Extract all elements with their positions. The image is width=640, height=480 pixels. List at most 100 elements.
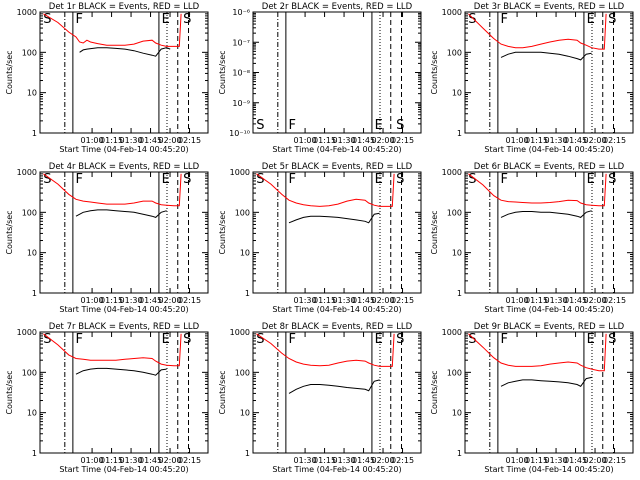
marker-label: F <box>289 332 296 347</box>
x-tick-label: 02:15 <box>178 456 201 465</box>
marker-label: F <box>76 332 83 347</box>
y-tick-label: 10 <box>452 89 462 98</box>
y-tick-label: 10 <box>452 249 462 258</box>
marker-label: E <box>375 118 383 133</box>
y-tick-label: 1000 <box>442 8 462 17</box>
x-tick-label: 01:00 <box>81 296 104 305</box>
y-tick-label: 100 <box>22 368 37 377</box>
x-tick-label: 01:00 <box>506 136 529 145</box>
chart-panel-1: Det 1r BLACK = Events, RED = LLD Counts/s… <box>5 2 209 154</box>
y-tick-label: 10 <box>27 409 37 418</box>
x-tick-label: 01:00 <box>294 136 317 145</box>
y-axis-label: Counts/sec <box>218 210 227 254</box>
marker-label: S <box>256 172 264 187</box>
x-tick-label: 02:00 <box>159 296 182 305</box>
y-tick-label: 10⁻⁶ <box>232 8 250 17</box>
x-axis-label: Start Time (04-Feb-14 00:45:20) <box>272 145 401 154</box>
x-tick-label: 01:00 <box>81 136 104 145</box>
plot-frame <box>464 11 634 134</box>
plot-frame <box>39 331 209 454</box>
marker-label: F <box>289 172 296 187</box>
x-tick-label: 01:30 <box>333 456 356 465</box>
x-tick-label: 02:15 <box>603 456 626 465</box>
y-tick-label: 100 <box>22 208 37 217</box>
x-axis-label: Start Time (04-Feb-14 00:45:20) <box>59 145 188 154</box>
x-tick-label: 01:30 <box>120 456 143 465</box>
x-tick-label: 02:15 <box>391 456 414 465</box>
chart-title: Det 3r BLACK = Events, RED = LLD <box>474 2 625 12</box>
y-axis-label: Counts/sec <box>218 50 227 94</box>
x-axis-label: Start Time (04-Feb-14 00:45:20) <box>272 305 401 314</box>
x-tick-label: 01:30 <box>333 136 356 145</box>
x-tick-label: 01:45 <box>352 296 375 305</box>
marker-label: S <box>183 12 191 27</box>
lld-series-line <box>468 333 607 372</box>
marker-label: S <box>183 332 191 347</box>
x-tick-label: 01:45 <box>564 136 587 145</box>
y-tick-label: 1000 <box>442 328 462 337</box>
plot-frame <box>39 11 209 134</box>
x-tick-label: 01:00 <box>81 456 104 465</box>
events-series-line <box>75 209 167 218</box>
y-tick-label: 1 <box>457 289 462 298</box>
y-tick-label: 100 <box>235 208 250 217</box>
marker-label: S <box>43 172 51 187</box>
chart-panel-9: Det 9r BLACK = Events, RED = LLD Counts/s… <box>430 322 634 474</box>
marker-label: S <box>183 172 191 187</box>
x-tick-label: 01:15 <box>100 456 123 465</box>
x-tick-label: 02:00 <box>584 296 607 305</box>
marker-label: E <box>375 332 383 347</box>
marker-label: E <box>162 12 170 27</box>
y-tick-label: 100 <box>22 48 37 57</box>
events-series-line <box>500 51 592 61</box>
y-tick-label: 1000 <box>17 8 37 17</box>
marker-label: F <box>501 332 508 347</box>
chart-title: Det 4r BLACK = Events, RED = LLD <box>49 162 200 172</box>
lld-series-line <box>468 173 607 207</box>
y-tick-label: 100 <box>447 208 462 217</box>
x-tick-label: 01:15 <box>313 296 336 305</box>
x-tick-label: 02:15 <box>603 296 626 305</box>
y-tick-label: 10⁻⁸ <box>232 69 250 78</box>
x-tick-label: 02:00 <box>372 136 395 145</box>
marker-label: S <box>608 332 616 347</box>
lld-series-line <box>43 173 182 207</box>
x-tick-label: 01:00 <box>506 456 529 465</box>
chart-title: Det 5r BLACK = Events, RED = LLD <box>262 162 413 172</box>
x-tick-label: 01:30 <box>545 456 568 465</box>
x-tick-label: 02:15 <box>391 296 414 305</box>
plot-frame <box>464 171 634 294</box>
marker-label: S <box>468 172 476 187</box>
x-tick-label: 02:00 <box>159 456 182 465</box>
y-tick-label: 1000 <box>230 328 250 337</box>
chart-title: Det 9r BLACK = Events, RED = LLD <box>474 322 625 332</box>
chart-panel-5: Det 5r BLACK = Events, RED = LLD Counts/s… <box>218 162 422 314</box>
marker-label: F <box>289 118 296 133</box>
y-tick-label: 10⁻¹⁰ <box>229 129 250 138</box>
x-tick-label: 01:15 <box>100 296 123 305</box>
events-series-line <box>75 367 167 376</box>
x-tick-label: 01:15 <box>100 136 123 145</box>
lld-series-line <box>256 173 395 207</box>
x-tick-label: 02:00 <box>159 136 182 145</box>
marker-label: F <box>76 12 83 27</box>
x-tick-label: 02:15 <box>178 136 201 145</box>
x-tick-label: 01:15 <box>525 136 548 145</box>
y-tick-label: 10⁻⁷ <box>232 38 250 47</box>
marker-label: S <box>396 332 404 347</box>
y-tick-label: 1 <box>32 449 37 458</box>
x-axis-label: Start Time (04-Feb-14 00:45:20) <box>484 145 613 154</box>
y-tick-label: 100 <box>447 48 462 57</box>
x-tick-label: 01:30 <box>294 296 317 305</box>
marker-label: E <box>162 172 170 187</box>
chart-title: Det 6r BLACK = Events, RED = LLD <box>474 162 625 172</box>
x-tick-label: 01:30 <box>120 136 143 145</box>
y-tick-label: 100 <box>235 368 250 377</box>
y-axis-label: Counts/sec <box>5 50 14 94</box>
marker-label: E <box>587 172 595 187</box>
marker-label: F <box>501 172 508 187</box>
chart-title: Det 1r BLACK = Events, RED = LLD <box>49 2 200 12</box>
plot-frame <box>39 171 209 294</box>
chart-panel-7: Det 7r BLACK = Events, RED = LLD Counts/s… <box>5 322 209 474</box>
x-tick-label: 02:15 <box>391 136 414 145</box>
